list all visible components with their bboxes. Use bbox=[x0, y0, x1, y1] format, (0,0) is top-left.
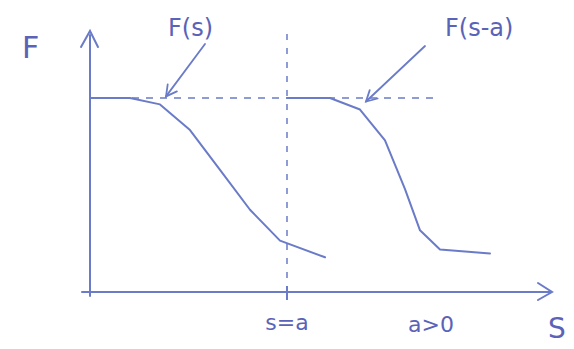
x-axis bbox=[82, 291, 550, 293]
label-arrowhead bbox=[166, 85, 177, 97]
series-line bbox=[90, 98, 325, 257]
label-arrow bbox=[166, 44, 205, 96]
x-tick-label: s=a bbox=[265, 310, 308, 335]
series-label: F(s-a) bbox=[445, 14, 513, 42]
y-axis bbox=[89, 35, 91, 296]
label-arrow bbox=[366, 46, 425, 102]
y-arrowhead bbox=[81, 31, 98, 47]
label-arrowhead bbox=[366, 90, 378, 101]
x-axis-label: S bbox=[548, 312, 566, 345]
x-tick bbox=[286, 286, 288, 300]
series-group bbox=[90, 98, 490, 257]
chart: F Ss=a F(s) F(s-a) a>0 bbox=[0, 0, 574, 349]
x-arrowhead bbox=[538, 283, 552, 300]
series-label: F(s) bbox=[168, 14, 213, 42]
annotation: a>0 bbox=[408, 312, 454, 337]
series-line bbox=[287, 98, 490, 253]
reference-line bbox=[90, 97, 440, 99]
x-guide-line bbox=[286, 27, 288, 292]
y-axis-label: F bbox=[22, 30, 39, 65]
